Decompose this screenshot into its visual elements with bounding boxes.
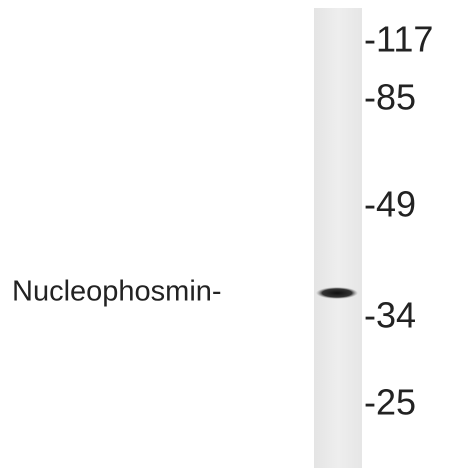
blot-lane [314,8,362,468]
page: {"lane_label": "Nucleophosmin-", "marker… [0,0,465,468]
mw-marker: -34 [364,295,416,336]
protein-band [316,287,358,299]
mw-marker: -85 [364,77,416,118]
mw-marker: -117 [364,19,433,60]
mw-marker: -25 [364,382,416,423]
western-blot: Nucleophosmin- -117 -85 -49 -34 -25 [0,0,465,468]
lane-label: Nucleophosmin- [12,276,222,308]
mw-marker: -49 [364,184,416,225]
